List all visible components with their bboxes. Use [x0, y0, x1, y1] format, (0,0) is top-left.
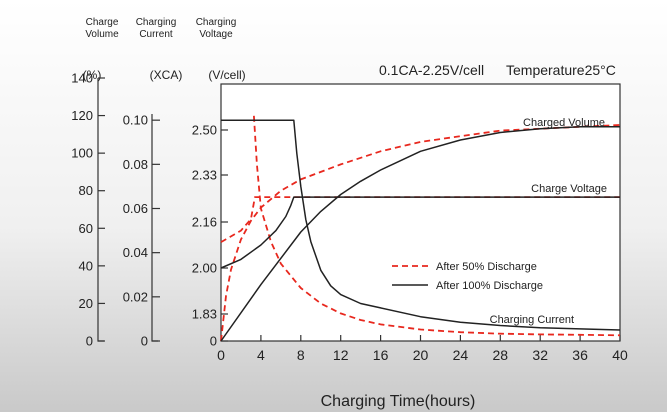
current-tick-label: 0.06 [123, 201, 148, 216]
volume-tick-label: 40 [79, 258, 93, 273]
volume-tick-label: 120 [71, 108, 93, 123]
voltage-axis-ticks: 0 1.83 2.00 2.16 2.33 2.50 [192, 123, 228, 349]
x-tick-label: 32 [532, 347, 548, 363]
volume-axis-line [97, 78, 104, 342]
current-axis-header-line2: Current [139, 29, 173, 40]
current-axis-header-line1: Charging [136, 17, 177, 28]
voltage-axis-header-line1: Charging [196, 17, 237, 28]
volume-axis-header-line2: Volume [85, 29, 119, 40]
voltage-axis-header-line2: Voltage [199, 29, 233, 40]
voltage-tick-label: 0 [210, 334, 217, 349]
current-axis-ticks: 0 0.02 0.04 0.06 0.08 0.10 [123, 113, 160, 349]
curve-label-charging-current: Charging Current [490, 314, 574, 326]
x-tick-label: 28 [493, 347, 509, 363]
chart-temperature: Temperature25°C [506, 62, 616, 78]
chart-title: 0.1CA-2.25V/cell [379, 62, 484, 78]
x-tick-label: 8 [297, 347, 305, 363]
current-axis-line [151, 114, 158, 342]
x-axis-label: Charging Time(hours) [321, 393, 476, 410]
x-tick-label: 12 [333, 347, 349, 363]
voltage-tick-label: 1.83 [192, 307, 217, 322]
series-lines [220, 115, 621, 342]
voltage-tick-label: 2.16 [192, 215, 217, 230]
volume-axis-ticks: 0 20 40 60 80 100 120 140 [71, 71, 105, 349]
curve-label-charge-voltage: Charge Voltage [531, 183, 607, 195]
voltage-axis-unit: (V/cell) [208, 68, 245, 82]
series-line-after-50-charged-volume [220, 124, 621, 342]
x-tick-label: 16 [373, 347, 389, 363]
legend: After 50% Discharge After 100% Discharge [392, 261, 543, 292]
volume-axis-unit: (%) [83, 68, 102, 82]
current-tick-label: 0.08 [123, 157, 148, 172]
x-tick-label: 20 [413, 347, 429, 363]
volume-tick-label: 60 [79, 221, 93, 236]
current-tick-label: 0.10 [123, 113, 148, 128]
series-line-after-100-charging-current [221, 119, 621, 331]
volume-tick-label: 100 [71, 146, 93, 161]
x-tick-label: 36 [572, 347, 588, 363]
current-tick-label: 0 [141, 334, 148, 349]
voltage-tick-label: 2.33 [192, 168, 217, 183]
current-tick-label: 0.02 [123, 289, 148, 304]
x-tick-label: 24 [453, 347, 469, 363]
x-tick-label: 40 [612, 347, 628, 363]
volume-tick-label: 0 [86, 334, 93, 349]
current-tick-label: 0.04 [123, 245, 148, 260]
x-tick-label: 0 [217, 347, 225, 363]
volume-axis-header-line1: Charge [86, 17, 119, 28]
current-axis-unit: (XCA) [150, 68, 183, 82]
voltage-tick-label: 2.50 [192, 123, 217, 138]
series-line-after-100-charged-volume [220, 126, 620, 342]
legend-label-after-100: After 100% Discharge [436, 280, 543, 292]
series-line-after-50-charging-current [253, 115, 621, 337]
x-tick-label: 4 [257, 347, 265, 363]
curve-label-charged-volume: Charged Volume [523, 117, 605, 129]
volume-tick-label: 80 [79, 183, 93, 198]
volume-tick-label: 20 [79, 296, 93, 311]
x-axis-ticks: 0 4 8 12 16 20 24 28 32 36 40 [217, 335, 628, 363]
legend-label-after-50: After 50% Discharge [436, 261, 537, 273]
series-line-after-100-charge-voltage [220, 196, 620, 269]
voltage-tick-label: 2.00 [192, 261, 217, 276]
volume-tick-label: 140 [71, 71, 93, 86]
